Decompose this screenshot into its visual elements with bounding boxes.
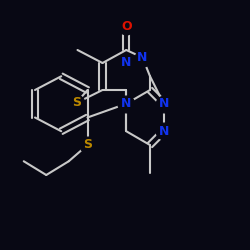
Text: N: N	[121, 56, 132, 70]
Text: S: S	[83, 138, 92, 151]
Text: S: S	[72, 96, 81, 110]
Text: N: N	[137, 51, 148, 64]
Text: N: N	[121, 97, 132, 110]
Text: N: N	[158, 125, 169, 138]
Text: N: N	[158, 97, 169, 110]
Text: O: O	[121, 20, 132, 33]
